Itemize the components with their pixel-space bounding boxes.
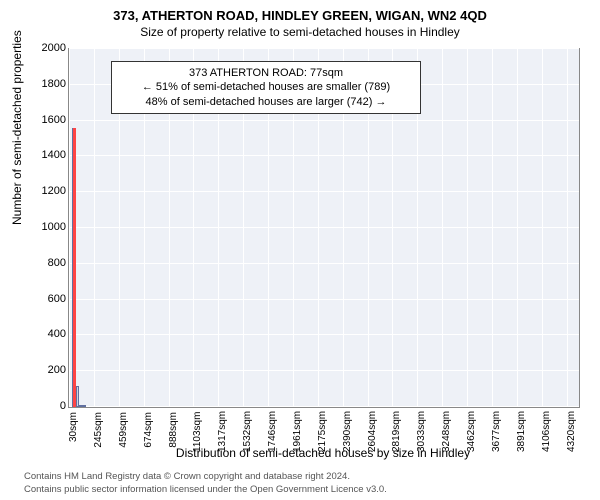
x-tick-label: 674sqm [143, 412, 154, 452]
plot-area: 373 ATHERTON ROAD: 77sqm ← 51% of semi-d… [68, 48, 580, 408]
x-tick-label: 1103sqm [192, 412, 203, 452]
x-tick-label: 888sqm [168, 412, 179, 452]
gridline-v [517, 49, 518, 407]
footer-line2: Contains public sector information licen… [24, 484, 387, 496]
x-tick-label: 1961sqm [292, 412, 303, 452]
gridline-h [69, 48, 579, 49]
gridline-h [69, 406, 579, 407]
chart-title: 373, ATHERTON ROAD, HINDLEY GREEN, WIGAN… [0, 0, 600, 23]
gridline-v [492, 49, 493, 407]
gridline-h [69, 227, 579, 228]
x-tick-label: 4320sqm [566, 412, 577, 452]
chart-container: 373, ATHERTON ROAD, HINDLEY GREEN, WIGAN… [0, 0, 600, 500]
gridline-h [69, 263, 579, 264]
histogram-bar [83, 405, 86, 407]
x-tick-label: 1317sqm [217, 412, 228, 452]
gridline-h [69, 191, 579, 192]
x-tick-label: 3248sqm [441, 412, 452, 452]
x-tick-label: 1532sqm [242, 412, 253, 452]
y-tick-label: 800 [30, 257, 66, 269]
y-tick-label: 1800 [30, 78, 66, 90]
x-tick-label: 2604sqm [367, 412, 378, 452]
footer-attribution: Contains HM Land Registry data © Crown c… [24, 471, 387, 496]
x-tick-label: 30sqm [68, 412, 79, 452]
gridline-v [567, 49, 568, 407]
gridline-h [69, 334, 579, 335]
y-tick-label: 600 [30, 293, 66, 305]
x-tick-label: 2819sqm [391, 412, 402, 452]
histogram-bar [76, 386, 79, 407]
y-axis-label: Number of semi-detached properties [10, 30, 24, 225]
y-tick-label: 1600 [30, 114, 66, 126]
gridline-v [442, 49, 443, 407]
x-tick-label: 2175sqm [317, 412, 328, 452]
gridline-h [69, 120, 579, 121]
annotation-box: 373 ATHERTON ROAD: 77sqm ← 51% of semi-d… [111, 61, 421, 114]
annotation-line2: ← 51% of semi-detached houses are smalle… [120, 80, 412, 94]
y-tick-label: 1400 [30, 149, 66, 161]
gridline-v [94, 49, 95, 407]
gridline-h [69, 370, 579, 371]
y-tick-label: 2000 [30, 42, 66, 54]
y-tick-label: 1000 [30, 221, 66, 233]
annotation-line1: 373 ATHERTON ROAD: 77sqm [120, 66, 412, 80]
x-tick-label: 3033sqm [416, 412, 427, 452]
x-tick-label: 4106sqm [541, 412, 552, 452]
x-tick-label: 3677sqm [491, 412, 502, 452]
gridline-v [69, 49, 70, 407]
y-tick-label: 1200 [30, 185, 66, 197]
x-tick-label: 459sqm [118, 412, 129, 452]
footer-line1: Contains HM Land Registry data © Crown c… [24, 471, 387, 483]
gridline-v [542, 49, 543, 407]
x-tick-label: 2390sqm [342, 412, 353, 452]
highlight-marker [73, 128, 76, 407]
x-tick-label: 3462sqm [466, 412, 477, 452]
y-tick-label: 0 [30, 400, 66, 412]
x-tick-label: 3891sqm [516, 412, 527, 452]
gridline-h [69, 155, 579, 156]
y-tick-label: 200 [30, 364, 66, 376]
y-tick-label: 400 [30, 328, 66, 340]
annotation-line3: 48% of semi-detached houses are larger (… [120, 95, 412, 109]
gridline-v [467, 49, 468, 407]
x-tick-label: 1746sqm [267, 412, 278, 452]
chart-subtitle: Size of property relative to semi-detach… [0, 23, 600, 39]
x-tick-label: 245sqm [93, 412, 104, 452]
gridline-h [69, 299, 579, 300]
